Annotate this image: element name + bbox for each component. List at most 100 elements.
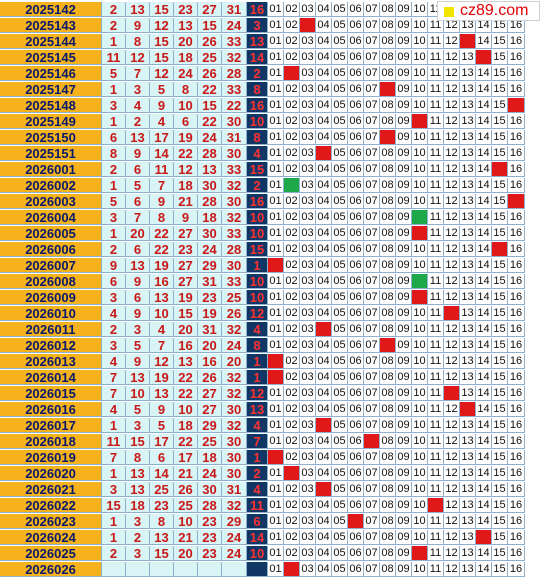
blue-ball-cell: 06 bbox=[348, 290, 364, 305]
blue-ball-cell: 05 bbox=[332, 322, 348, 337]
blue-ball-cell: 04 bbox=[316, 258, 332, 273]
blue-ball-cell: 16 bbox=[508, 178, 525, 193]
blue-ball-cell: 10 bbox=[412, 466, 428, 481]
blue-ball-cell: 13 bbox=[460, 82, 476, 97]
blue-ball-cell: 05 bbox=[332, 82, 348, 97]
blue-ball-cell: 15 bbox=[492, 354, 508, 369]
issue-number: 2026012 bbox=[0, 338, 102, 353]
blue-ball-cell: 06 bbox=[348, 546, 364, 561]
blue-ball-cell: 08 bbox=[380, 146, 396, 161]
blue-ball-cell: 11 bbox=[428, 258, 444, 273]
issue-number: 2026021 bbox=[0, 482, 102, 497]
blue-ball-cell: 03 bbox=[300, 226, 316, 241]
blue-ball-cell: 02 bbox=[284, 242, 300, 257]
blue-ball-cell: 12 bbox=[444, 210, 460, 225]
blue-ball-cell: 08 bbox=[380, 258, 396, 273]
red-ball-number: 8 bbox=[126, 450, 150, 465]
blue-ball-cell: 10 bbox=[412, 242, 428, 257]
blue-ball-cell: 04 bbox=[316, 338, 332, 353]
issue-number: 2026019 bbox=[0, 450, 102, 465]
blue-ball-cell: 06 bbox=[348, 258, 364, 273]
blue-ball-cell: 16 bbox=[508, 466, 525, 481]
blue-ball-cell: 15 bbox=[492, 130, 508, 145]
red-ball-number: 13 bbox=[126, 2, 150, 17]
blue-ball-cell: 09 bbox=[396, 546, 412, 561]
blue-ball-cell: 11 bbox=[428, 562, 444, 577]
blue-ball-cell: 07 bbox=[364, 178, 380, 193]
blue-ball-cell: 05 bbox=[332, 114, 348, 129]
red-ball-number: 12 bbox=[150, 66, 174, 81]
blue-ball-cell: 01 bbox=[268, 50, 284, 65]
blue-ball-cell: 01 bbox=[268, 498, 284, 513]
blue-ball-cell: 15 bbox=[492, 194, 508, 209]
blue-ball-cell: 12 bbox=[444, 402, 460, 417]
red-ball-number: 28 bbox=[198, 498, 222, 513]
blue-ball-cell: 07 bbox=[364, 114, 380, 129]
draw-row: 2026007 9 13 19 27 29 30 1 01 02 03 04 05 06 07 08 09 10 1… bbox=[0, 258, 541, 274]
red-ball-number: 3 bbox=[126, 514, 150, 529]
issue-number: 2026015 bbox=[0, 386, 102, 401]
blue-ball-cell: 11 bbox=[428, 162, 444, 177]
blue-ball-hit-marker: 02 bbox=[284, 66, 300, 81]
red-ball-number: 6 bbox=[126, 194, 150, 209]
blue-ball-cell: 16 bbox=[508, 34, 525, 49]
blue-ball-cell: 11 bbox=[428, 178, 444, 193]
draw-row: 2026024 1 2 13 21 23 24 14 01 02 03 04 05 06 07 08 09 10 1… bbox=[0, 530, 541, 546]
blue-ball-cell: 13 bbox=[460, 530, 476, 545]
red-ball-number: 1 bbox=[102, 466, 126, 481]
blue-ball-cell: 12 bbox=[444, 290, 460, 305]
blue-ball-cell: 15 bbox=[492, 290, 508, 305]
blue-ball-cell: 13 bbox=[460, 258, 476, 273]
empty-draw-marker: 02 bbox=[284, 178, 300, 193]
blue-ball-cell: 08 bbox=[380, 98, 396, 113]
red-ball-number: 19 bbox=[150, 258, 174, 273]
site-logo[interactable]: cz89.com bbox=[437, 1, 540, 21]
blue-ball-number: 15 bbox=[247, 162, 268, 177]
blue-ball-hit-marker: 14 bbox=[476, 530, 492, 545]
blue-ball-cell: 13 bbox=[460, 466, 476, 481]
red-ball-number: 23 bbox=[198, 530, 222, 545]
red-ball-number: 28 bbox=[198, 146, 222, 161]
red-ball-number: 24 bbox=[222, 530, 247, 545]
red-ball-number bbox=[174, 562, 198, 577]
blue-ball-cell: 04 bbox=[316, 498, 332, 513]
blue-ball-cell: 06 bbox=[348, 418, 364, 433]
blue-ball-cell: 05 bbox=[332, 402, 348, 417]
issue-number: 2026022 bbox=[0, 498, 102, 513]
blue-ball-cell: 08 bbox=[380, 274, 396, 289]
issue-number: 2025150 bbox=[0, 130, 102, 145]
blue-ball-cell: 03 bbox=[300, 562, 316, 577]
blue-ball-cell: 12 bbox=[444, 466, 460, 481]
blue-ball-cell: 04 bbox=[316, 66, 332, 81]
red-ball-number: 1 bbox=[102, 514, 126, 529]
blue-ball-cell: 15 bbox=[492, 178, 508, 193]
blue-ball-cell: 14 bbox=[476, 306, 492, 321]
draw-row: 2026018 11 15 17 22 25 30 7 01 02 03 04 05 06 07 08 09 10… bbox=[0, 434, 541, 450]
red-ball-number: 24 bbox=[198, 242, 222, 257]
red-ball-number: 9 bbox=[150, 98, 174, 113]
blue-ball-cell: 12 bbox=[444, 50, 460, 65]
blue-ball-cell: 02 bbox=[284, 530, 300, 545]
red-ball-number: 3 bbox=[102, 482, 126, 497]
blue-ball-cell: 10 bbox=[412, 402, 428, 417]
blue-ball-cell: 05 bbox=[332, 98, 348, 113]
blue-ball-cell: 07 bbox=[364, 274, 380, 289]
blue-ball-hit-marker: 04 bbox=[316, 482, 332, 497]
blue-ball-number: 7 bbox=[247, 434, 268, 449]
blue-ball-cell: 03 bbox=[300, 82, 316, 97]
blue-ball-cell: 02 bbox=[284, 226, 300, 241]
red-ball-number: 22 bbox=[174, 146, 198, 161]
blue-ball-number: 8 bbox=[247, 338, 268, 353]
blue-ball-cell: 06 bbox=[348, 386, 364, 401]
blue-ball-cell: 04 bbox=[316, 226, 332, 241]
red-ball-number: 22 bbox=[150, 242, 174, 257]
blue-ball-cell: 13 bbox=[460, 434, 476, 449]
blue-ball-cell: 04 bbox=[316, 18, 332, 33]
issue-number: 2026026 bbox=[0, 562, 102, 577]
blue-ball-cell: 08 bbox=[380, 370, 396, 385]
blue-ball-cell: 08 bbox=[380, 66, 396, 81]
issue-number: 2026014 bbox=[0, 370, 102, 385]
blue-ball-cell: 15 bbox=[492, 418, 508, 433]
blue-ball-cell: 13 bbox=[460, 514, 476, 529]
blue-ball-cell: 15 bbox=[492, 50, 508, 65]
